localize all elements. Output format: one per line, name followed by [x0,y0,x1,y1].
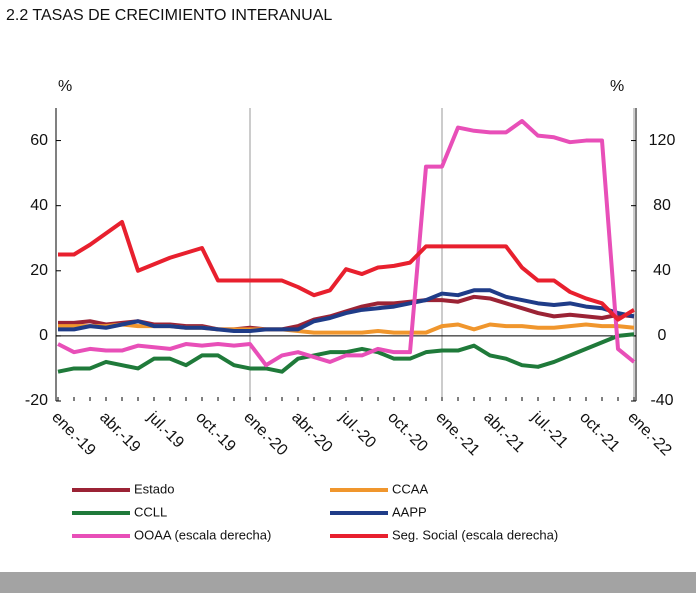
y-tick-label: 20 [30,262,48,279]
legend-label: Estado [134,481,174,496]
x-tick-label: oct.-19 [192,409,239,456]
series-line [57,332,635,374]
y-axis-unit: % [58,78,72,95]
y-tick-label: 60 [30,132,48,149]
y-tick-label: 40 [30,197,48,214]
legend-label: AAPP [392,504,427,519]
x-tick-label: ene.-21 [432,409,482,459]
x-tick-label: oct.-20 [384,409,431,456]
y2-axis-unit: % [610,78,624,95]
x-tick-label: abr.-20 [288,409,335,456]
series-line [57,119,636,368]
chart-title: 2.2 TASAS DE CRECIMIENTO INTERANUAL [6,7,332,24]
x-tick-label: ene.-22 [624,409,674,459]
legend-label: CCLL [134,504,167,519]
x-tick-label: abr.-19 [96,409,143,456]
y2-tick-label: 80 [653,197,671,214]
y2-tick-label: 120 [649,132,676,149]
legend-label: OOAA (escala derecha) [134,527,271,542]
x-tick-label: jul.-20 [335,408,379,452]
x-tick-label: jul.-21 [527,408,571,452]
x-tick-label: jul.-19 [143,408,187,452]
y-tick-label: -20 [25,392,48,409]
y2-tick-label: -40 [650,392,673,409]
y-tick-label: 0 [39,327,48,344]
x-tick-label: abr.-21 [480,409,527,456]
series-line [58,288,635,334]
x-tick-label: ene.-19 [48,409,98,459]
x-tick-label: oct.-21 [576,409,623,456]
y2-tick-label: 40 [653,262,671,279]
series-line [58,219,636,322]
y2-tick-label: 0 [658,327,667,344]
legend-label: Seg. Social (escala derecha) [392,527,558,542]
series-line [58,322,635,335]
x-tick-label: ene.-20 [240,409,290,459]
legend-label: CCAA [392,481,428,496]
bottom-bar [0,572,696,593]
